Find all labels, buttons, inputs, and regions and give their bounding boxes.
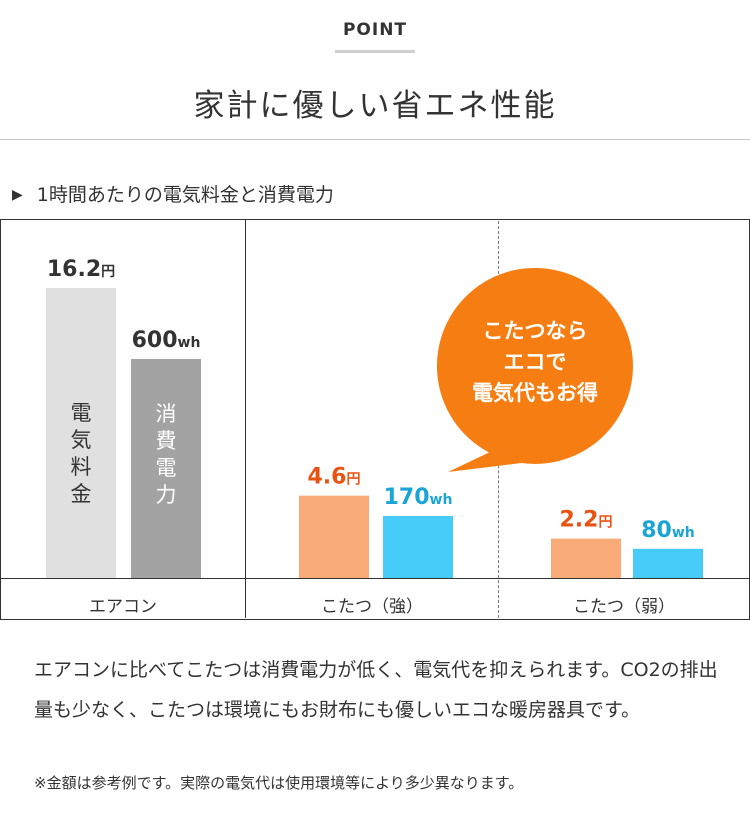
triangle-bullet-icon: ▶ — [12, 187, 23, 203]
bar-cost-aircon-value-unit: 円 — [101, 264, 115, 280]
bar-power-kotatsu-weak-value-unit: wh — [672, 525, 695, 541]
callout-line-3: 電気代もお得 — [472, 381, 598, 405]
footnote: ※金額は参考例です。実際の電気代は使用環境等により多少異なります。 — [34, 774, 524, 792]
category-label-kotatsu-weak: こたつ（弱） — [573, 597, 675, 617]
point-underline — [335, 50, 415, 53]
category-label-kotatsu-strong: こたつ（強） — [321, 597, 423, 617]
bar-power-aircon — [131, 359, 201, 578]
bar-power-kotatsu-weak — [633, 548, 703, 578]
bar-power-kotatsu-strong-value-number: 170 — [384, 485, 430, 510]
callout-line-2: エコで — [503, 350, 567, 374]
section-heading-text: 1時間あたりの電気料金と消費電力 — [36, 184, 334, 206]
callout-text: こたつなら エコで 電気代もお得 — [436, 316, 634, 409]
section-heading: ▶ 1時間あたりの電気料金と消費電力 — [12, 180, 334, 207]
callout-line-1: こたつなら — [482, 319, 588, 343]
chart-group-divider — [245, 219, 246, 618]
bar-power-aircon-value-label: 600wh — [132, 328, 201, 353]
bar-power-aircon-value-number: 600 — [132, 328, 178, 353]
bar-power-kotatsu-strong-value-unit: wh — [430, 492, 453, 508]
page-title: 家計に優しい省エネ性能 — [193, 88, 557, 124]
callout-bubble-shape — [436, 267, 633, 472]
bar-cost-kotatsu-strong — [299, 495, 369, 578]
category-label-aircon: エアコン — [89, 597, 157, 617]
bar-power-kotatsu-weak-value-label: 80wh — [641, 518, 695, 543]
bar-cost-aircon — [46, 288, 116, 578]
bar-cost-kotatsu-strong-value-number: 4.6 — [308, 465, 347, 490]
bar-power-kotatsu-weak-value-number: 80 — [641, 518, 672, 543]
bar-power-aircon-value-unit: wh — [178, 335, 201, 351]
chart-baseline — [0, 578, 750, 579]
bar-cost-kotatsu-weak-value-label: 2.2円 — [560, 508, 613, 533]
bar-cost-aircon-value-number: 16.2 — [47, 257, 101, 282]
bar-cost-kotatsu-strong-value-label: 4.6円 — [308, 465, 361, 490]
bar-cost-aircon-value-label: 16.2円 — [47, 257, 115, 282]
bar-text-power-consumption: 消費電力 — [155, 402, 177, 507]
bar-cost-kotatsu-weak-value-number: 2.2 — [560, 508, 599, 533]
title-divider — [0, 139, 750, 140]
bar-cost-kotatsu-strong-value-unit: 円 — [346, 472, 360, 488]
bar-cost-kotatsu-weak-value-unit: 円 — [598, 515, 612, 531]
bar-power-kotatsu-strong-value-label: 170wh — [384, 485, 453, 510]
bar-text-electricity-cost: 電気料金 — [70, 401, 92, 506]
bar-cost-kotatsu-weak — [551, 538, 621, 578]
point-label: POINT — [342, 20, 408, 40]
bar-power-kotatsu-strong — [383, 515, 453, 578]
description-text: エアコンに比べてこたつは消費電力が低く、電気代を抑えられます。CO2の排出量も少… — [34, 659, 718, 721]
